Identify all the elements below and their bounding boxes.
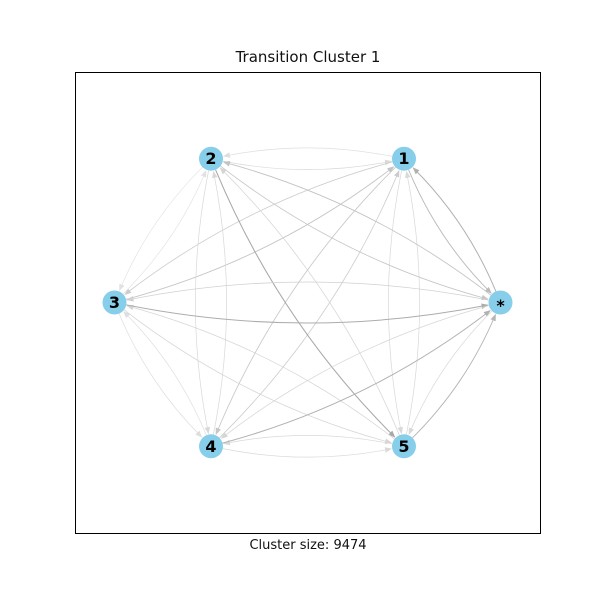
edge-star-to-3 (126, 281, 489, 302)
node-5: 5 (392, 434, 416, 459)
node-2: 2 (199, 146, 223, 171)
cluster-size-caption: Cluster size: 9474 (249, 538, 367, 553)
edge-1-to-star (408, 169, 492, 294)
edge-1-to-2 (223, 147, 393, 158)
node-1-circle (392, 146, 416, 171)
node-1-label: 1 (398, 149, 409, 168)
edge-star-to-1 (412, 167, 497, 292)
edge-2-to-4 (195, 170, 211, 435)
edge-star-to-5 (408, 310, 493, 435)
edge-3-to-5 (123, 309, 393, 444)
node-4: 4 (199, 434, 223, 459)
node-3-circle (102, 290, 127, 315)
edge-5-to-2 (219, 167, 400, 436)
edge-2-to-3 (119, 166, 203, 292)
node-4-label: 4 (205, 437, 216, 456)
node-layer: 1 2 3 4 5 * (102, 146, 513, 459)
edge-4-to-star (222, 310, 491, 444)
edge-3-to-1 (125, 166, 395, 300)
edge-5-to-star (412, 313, 496, 439)
edge-4-to-5 (222, 447, 392, 458)
chart-title: Transition Cluster 1 (235, 48, 381, 66)
edge-3-to-star (126, 303, 489, 324)
node-3: 3 (102, 290, 127, 315)
edge-3-to-2 (122, 170, 207, 295)
edge-5-to-4 (223, 435, 393, 446)
node-star: * (488, 290, 513, 315)
edge-3-to-4 (118, 313, 203, 438)
edge-star-to-4 (220, 305, 489, 439)
edge-4-to-2 (211, 170, 227, 435)
edge-4-to-1 (219, 170, 400, 439)
node-star-label: * (496, 296, 505, 315)
node-star-circle (488, 290, 513, 315)
edge-2-to-star (220, 165, 489, 301)
node-4-circle (199, 434, 223, 459)
edge-5-to-1 (404, 170, 420, 435)
edge-star-to-2 (222, 161, 492, 296)
node-1: 1 (392, 146, 416, 171)
edge-1-to-3 (124, 161, 393, 295)
plot-frame (75, 72, 541, 534)
node-2-label: 2 (205, 149, 216, 168)
node-2-circle (199, 146, 223, 171)
edge-2-to-5 (215, 169, 396, 438)
edge-2-to-1 (222, 159, 392, 170)
edge-4-to-3 (123, 311, 207, 436)
edge-layer (118, 147, 497, 458)
node-5-label: 5 (398, 437, 409, 456)
node-5-circle (392, 434, 416, 459)
node-3-label: 3 (109, 293, 120, 312)
edge-5-to-3 (126, 304, 395, 440)
edge-1-to-5 (388, 170, 404, 435)
edge-1-to-4 (215, 166, 396, 435)
